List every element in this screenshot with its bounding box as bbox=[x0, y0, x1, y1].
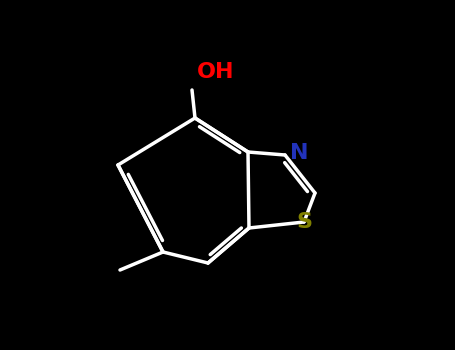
Text: OH: OH bbox=[197, 62, 234, 82]
Text: N: N bbox=[290, 143, 308, 163]
Text: S: S bbox=[296, 212, 312, 232]
